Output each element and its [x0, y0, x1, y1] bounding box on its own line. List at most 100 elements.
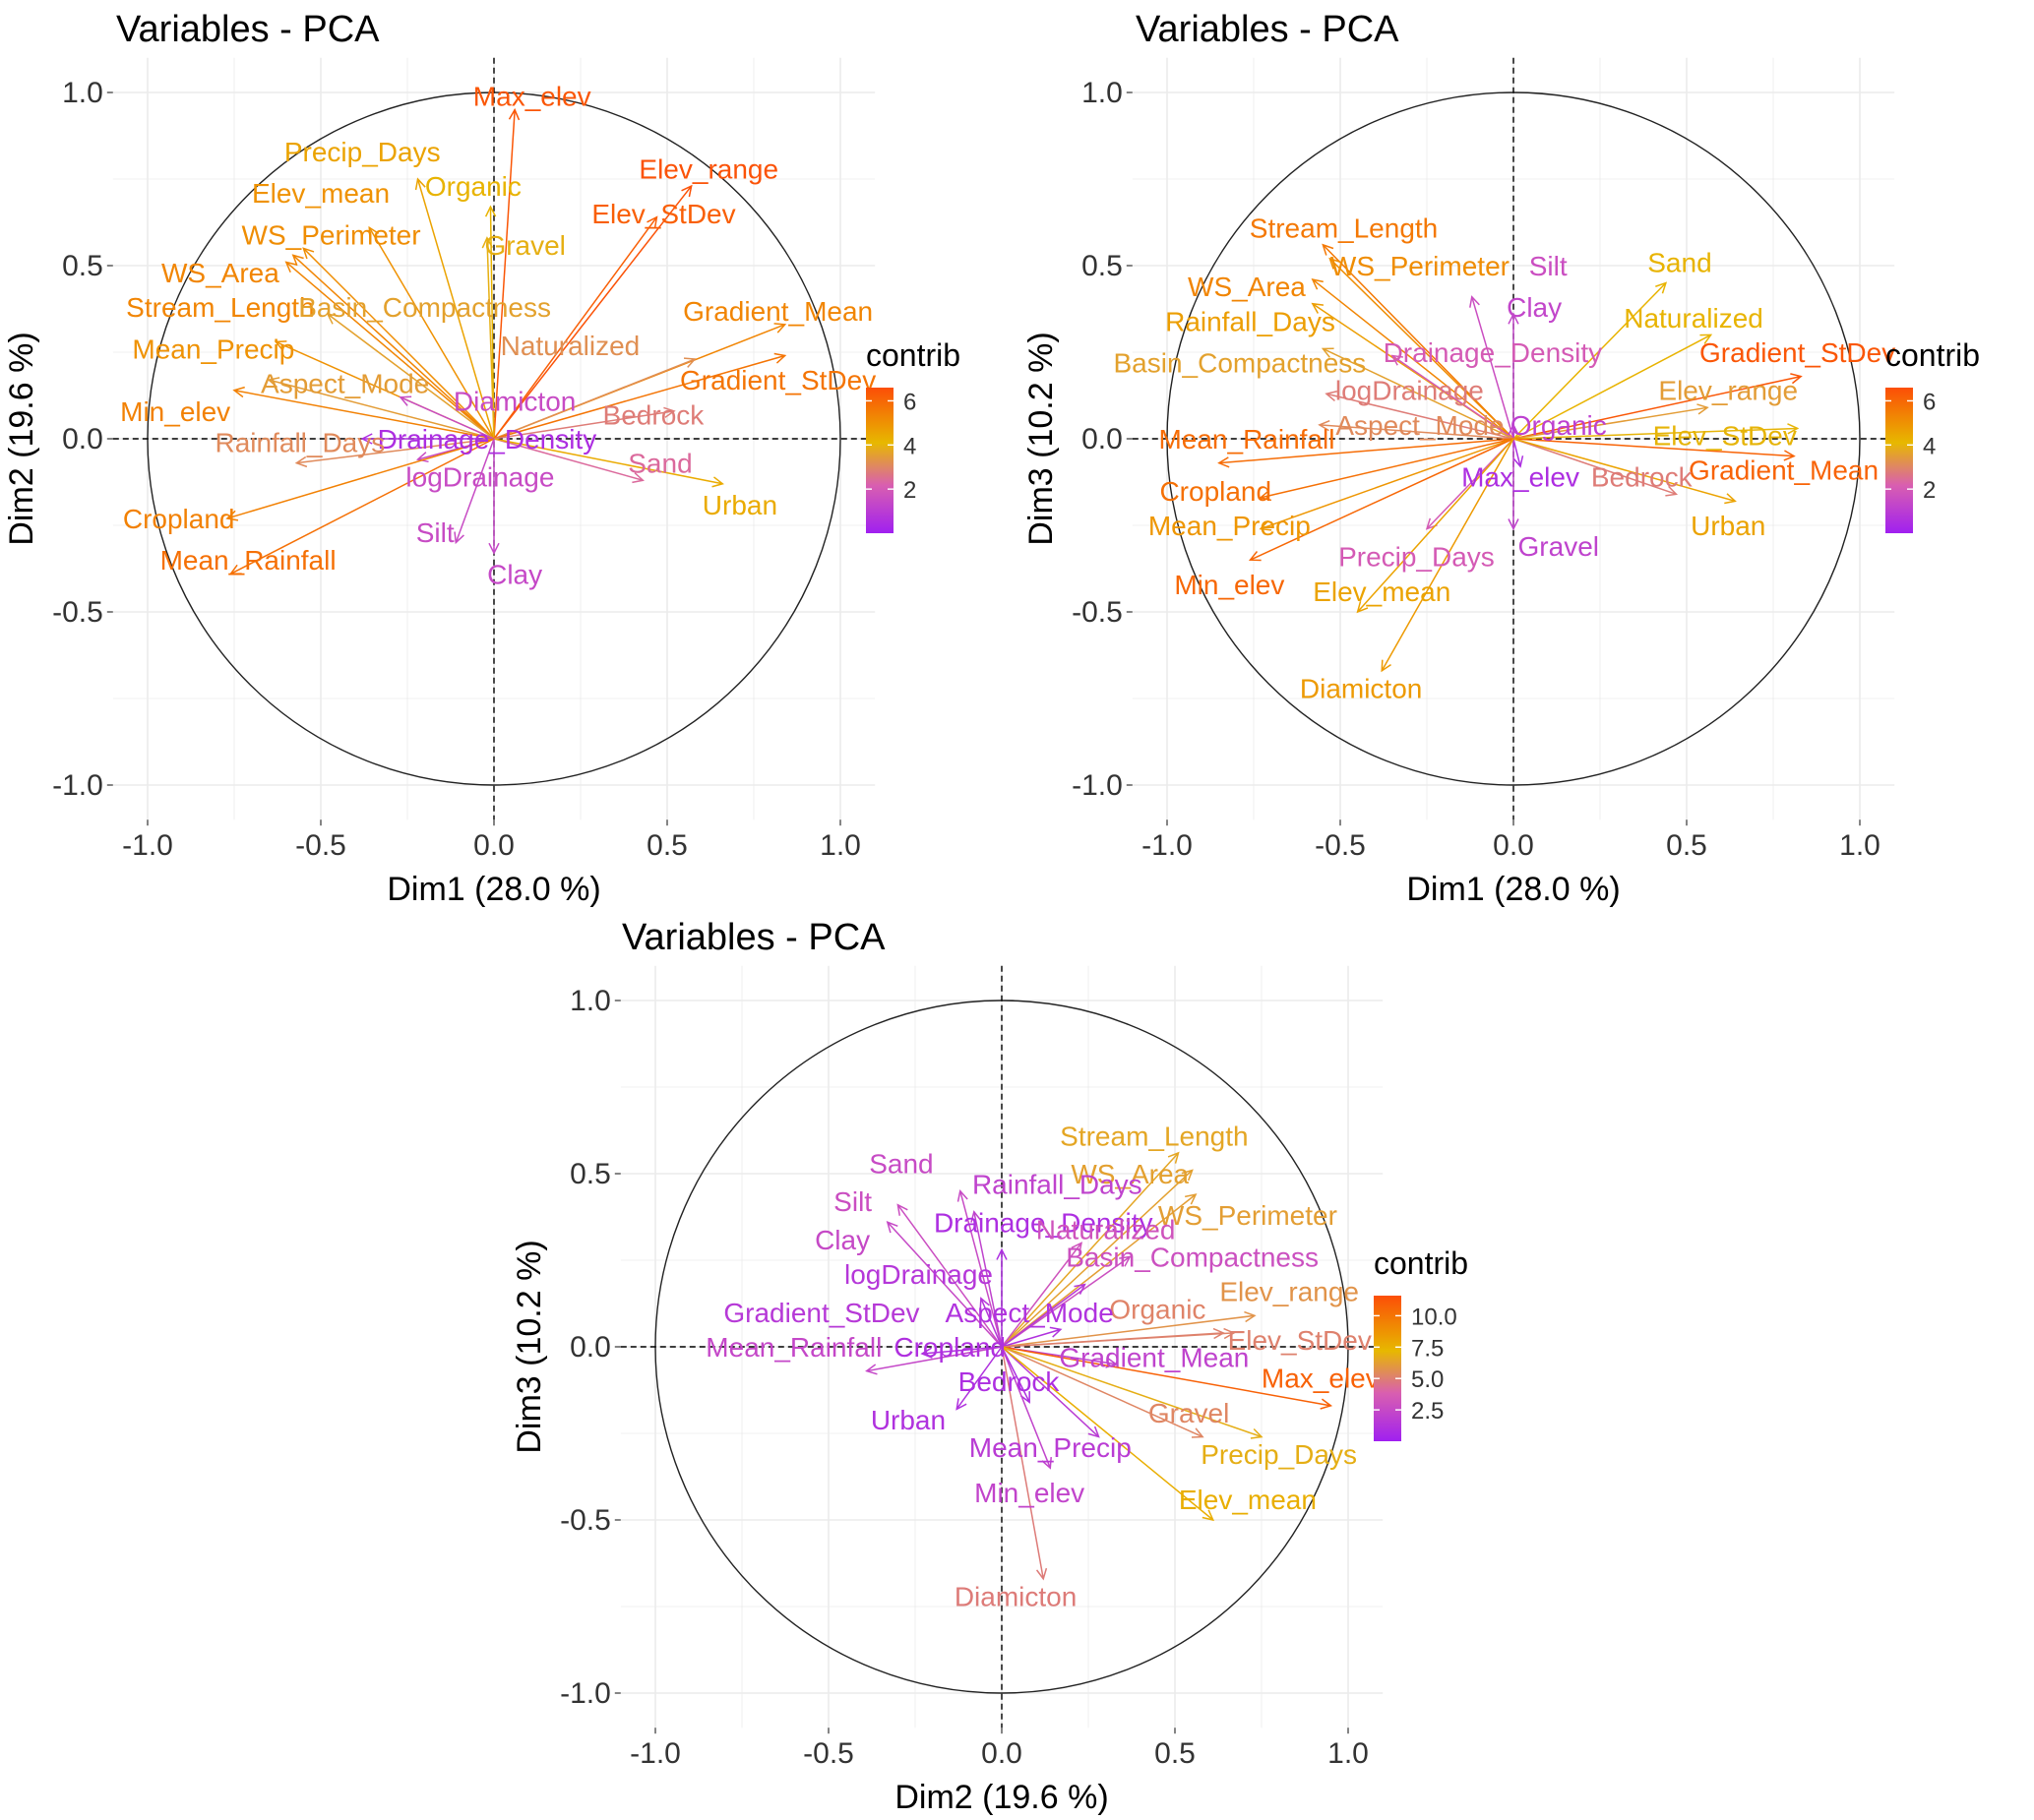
- arrowhead-Silt: [1469, 295, 1480, 308]
- legend-title: contrib: [866, 337, 960, 373]
- arrow-WS_Perimeter: [1328, 258, 1514, 440]
- arrow-Gravel: [1001, 1346, 1203, 1438]
- arrowhead-Naturalized: [1699, 334, 1713, 344]
- arrowhead-Gravel: [1191, 1427, 1204, 1438]
- label-Sand: Sand: [628, 449, 692, 479]
- x-tick-label: -1.0: [630, 1737, 681, 1770]
- chart-title: Variables - PCA: [1136, 9, 1399, 50]
- arrow-Rainfall_Days: [296, 438, 495, 464]
- label-Elev_range: Elev_range: [1219, 1277, 1359, 1307]
- arrowhead-WS_Perimeter: [1185, 1193, 1198, 1205]
- legend-tick-label: 2: [903, 477, 916, 504]
- arrow-Mean_Precip: [1001, 1346, 1100, 1438]
- arrow-Urban: [955, 1346, 1003, 1410]
- arrowhead-Gradient_Mean: [1783, 450, 1796, 461]
- label-Precip_Days: Precip_Days: [284, 137, 441, 167]
- arrow-Elev_StDev: [493, 216, 658, 440]
- label-Diamicton: Diamicton: [454, 386, 576, 416]
- arrowhead-WS_Perimeter: [302, 247, 315, 260]
- arrow-Stream_Length: [285, 261, 495, 440]
- label-Stream_Length: Stream_Length: [126, 292, 314, 323]
- arrowhead-Organic: [484, 205, 497, 217]
- label-Elev_StDev: Elev_StDev: [1228, 1325, 1372, 1356]
- arrow-Mean_Rainfall: [866, 1346, 1003, 1372]
- label-Precip_Days: Precip_Days: [1338, 542, 1495, 573]
- arrow-Sand: [1512, 282, 1667, 440]
- arrowhead-Elev_range: [1696, 403, 1709, 415]
- y-axis-title: Dim3 (10.2 %): [511, 1240, 548, 1453]
- arrowhead-Gradient_StDev: [773, 352, 787, 364]
- label-Clay: Clay: [487, 559, 542, 589]
- arrow-Silt: [1471, 296, 1514, 440]
- arrow-Sand: [493, 438, 644, 481]
- label-WS_Perimeter: WS_Perimeter: [242, 219, 421, 250]
- legend-tick-label: 2: [1923, 477, 1936, 504]
- arrowhead-Clay: [488, 542, 500, 555]
- arrowhead-Elev_range: [681, 184, 693, 198]
- label-WS_Perimeter: WS_Perimeter: [1330, 251, 1510, 281]
- label-WS_Area: WS_Area: [1188, 272, 1306, 302]
- y-axis-title: Dim2 (19.6 %): [3, 332, 40, 545]
- legend-colorbar: [866, 388, 894, 533]
- legend-colorbar: [1885, 388, 1913, 533]
- arrow-Bedrock: [1512, 438, 1677, 496]
- arrowhead-logDrainage: [415, 452, 429, 463]
- x-tick-label: 0.5: [1154, 1737, 1196, 1770]
- label-Diamicton: Diamicton: [1300, 673, 1422, 703]
- variable-arrows: [865, 1151, 1333, 1581]
- legend-tick-label: 7.5: [1411, 1335, 1444, 1362]
- label-Aspect_Mode: Aspect_Mode: [946, 1298, 1114, 1328]
- arrowhead-Urban: [955, 1398, 967, 1411]
- label-Gravel: Gravel: [484, 230, 565, 261]
- label-Cropland: Cropland: [1159, 476, 1271, 507]
- arrow-Bedrock: [493, 410, 675, 440]
- label-Mean_Rainfall: Mean_Rainfall: [160, 545, 337, 576]
- arrow-Mean_Rainfall: [1218, 438, 1514, 464]
- label-Drainage_Density: Drainage_Density: [934, 1207, 1153, 1238]
- label-Max_elev: Max_elev: [473, 82, 591, 112]
- legend-title: contrib: [1374, 1245, 1468, 1281]
- label-Gravel: Gravel: [1518, 531, 1599, 562]
- arrow-Elev_range: [1512, 406, 1708, 440]
- arrowhead-Clay: [886, 1221, 898, 1234]
- arrowhead-Stream_Length: [1322, 243, 1334, 256]
- label-Mean_Rainfall: Mean_Rainfall: [1158, 424, 1334, 455]
- label-Naturalized: Naturalized: [1624, 303, 1763, 334]
- legend-colorbar: [1374, 1296, 1401, 1441]
- arrowhead-Urban: [711, 476, 724, 488]
- label-Max_elev: Max_elev: [1461, 462, 1579, 493]
- label-Bedrock: Bedrock: [1591, 462, 1694, 493]
- label-Cropland: Cropland: [894, 1332, 1006, 1363]
- label-Rainfall_Days: Rainfall_Days: [1165, 306, 1335, 336]
- arrowhead-Rainfall_Days: [970, 1210, 982, 1223]
- arrow-Elev_mean: [1357, 438, 1514, 613]
- arrow-Elev_StDev: [1001, 1332, 1224, 1348]
- label-Mean_Precip: Mean_Precip: [1148, 511, 1311, 541]
- arrowhead-Diamicton: [1381, 659, 1391, 673]
- y-tick-label: 0.5: [570, 1158, 611, 1190]
- legend: contrib 10.0 7.5 5.0 2.5: [1374, 1245, 1468, 1441]
- y-tick-label: 0.0: [1081, 423, 1123, 455]
- variable-labels: Stream_Length WS_Perimeter Silt Sand WS_Area…: [1114, 212, 1896, 703]
- arrowhead-Elev_StDev: [647, 215, 658, 228]
- arrow-Stream_Length: [1322, 244, 1514, 440]
- arrow-Gradient_StDev: [1001, 1284, 1085, 1348]
- arrow-Gravel: [486, 237, 495, 440]
- y-tick-label: -0.5: [52, 596, 103, 629]
- label-Drainage_Density: Drainage_Density: [378, 424, 597, 455]
- label-logDrainage: logDrainage: [405, 462, 554, 493]
- arrow-WS_Perimeter: [1001, 1193, 1197, 1348]
- arrowhead-Gravel: [481, 236, 493, 249]
- x-tick-label: 1.0: [1327, 1737, 1369, 1770]
- arrowhead-Rainfall_Days: [294, 455, 308, 468]
- arrowhead-logDrainage: [1325, 390, 1337, 402]
- arrowhead-Elev_mean: [368, 225, 380, 239]
- arrowhead-Clay: [1508, 312, 1519, 325]
- variable-arrows: [1217, 243, 1803, 673]
- arrowhead-Aspect_Mode: [1318, 419, 1330, 432]
- arrowhead-Cropland: [225, 510, 239, 521]
- arrow-Cropland: [921, 1346, 1003, 1355]
- label-Sand: Sand: [1647, 247, 1711, 277]
- arrow-Elev_range: [1001, 1314, 1256, 1348]
